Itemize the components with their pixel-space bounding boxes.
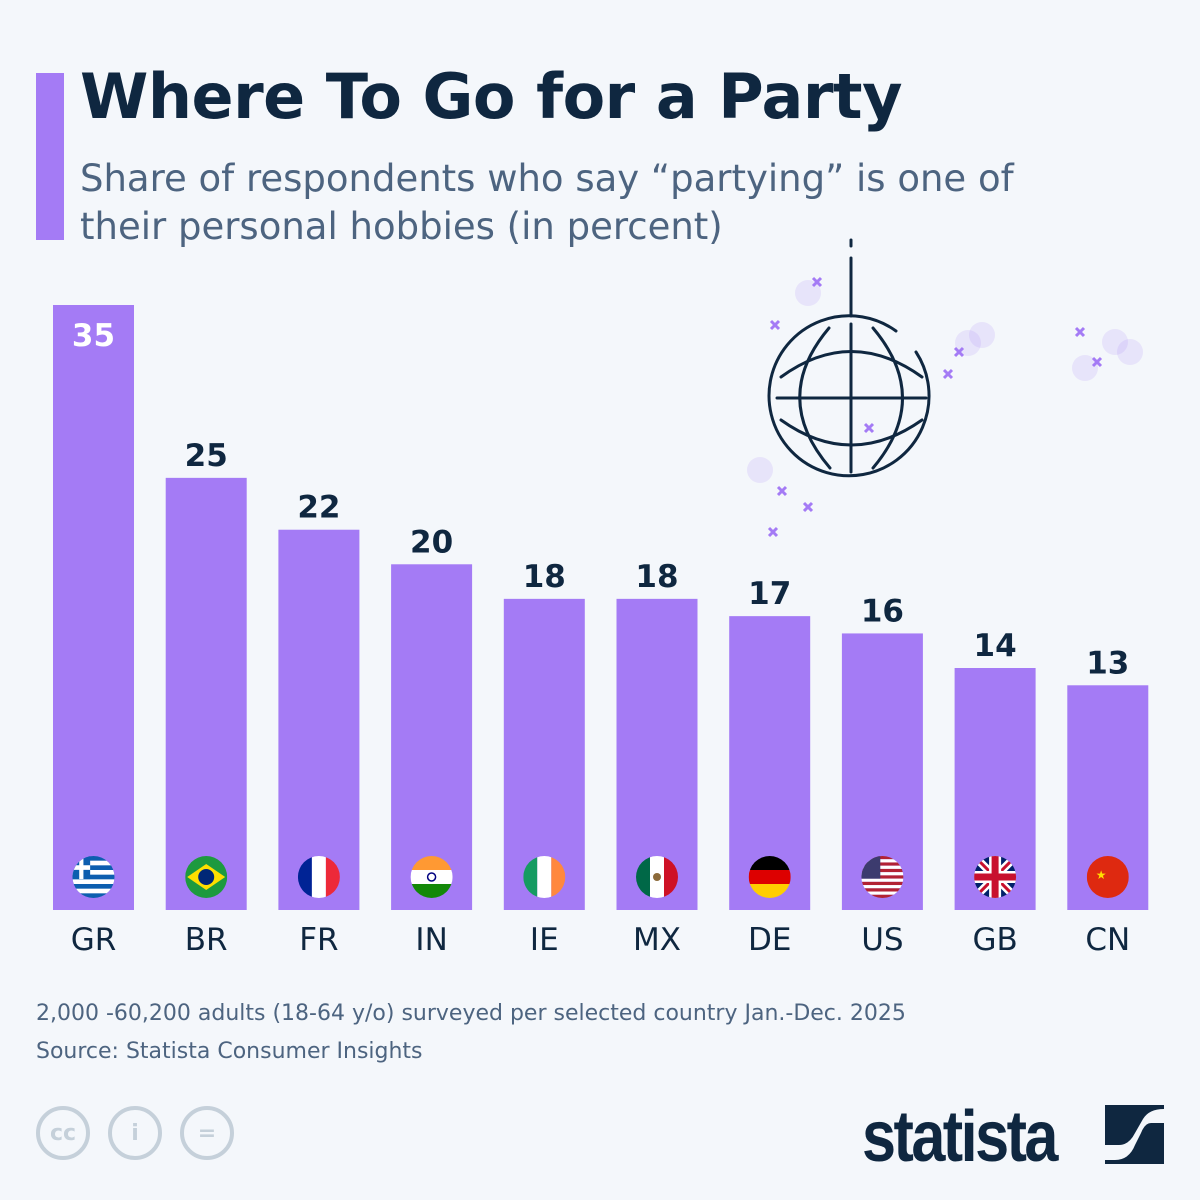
source: Source: Statista Consumer Insights — [36, 1039, 423, 1064]
greece-flag — [72, 856, 115, 898]
sparkle-mark — [776, 485, 788, 497]
sparkle-mark — [1074, 326, 1086, 338]
ireland-flag — [523, 856, 566, 898]
value-label: 13 — [1086, 645, 1129, 681]
category-label: DE — [748, 922, 791, 958]
bar-BR[interactable] — [165, 477, 247, 910]
cc-icon[interactable]: cc — [36, 1106, 90, 1160]
category-label: BR — [185, 922, 228, 958]
svg-text:★: ★ — [1096, 868, 1107, 882]
sparkle-mark — [942, 368, 954, 380]
category-label: FR — [299, 922, 338, 958]
value-label: 18 — [635, 559, 678, 595]
value-label: 16 — [861, 593, 904, 629]
sparkle-mark — [863, 422, 875, 434]
category-label: GR — [71, 922, 117, 958]
value-label: 14 — [974, 628, 1017, 664]
page-title: Where To Go for a Party — [80, 60, 903, 133]
sparkle-mark — [953, 346, 965, 358]
bokeh-circle — [747, 457, 773, 483]
category-label: MX — [633, 922, 681, 958]
sparkle-mark — [811, 276, 823, 288]
france-flag — [297, 856, 340, 898]
category-label: CN — [1085, 922, 1130, 958]
value-label: 22 — [297, 490, 340, 526]
uk-flag — [974, 856, 1017, 898]
china-flag: ★ — [1086, 856, 1129, 898]
bar-chart: 35 GR 25 BR 22 FR 20 IN 18 IE 18 MX 17 DE 16 US 14 GB 13 CN… — [53, 238, 1149, 958]
category-label: US — [861, 922, 903, 958]
accent-bar — [36, 73, 64, 240]
germany-flag — [748, 856, 791, 898]
value-label: 17 — [748, 576, 791, 612]
bar-FR[interactable] — [278, 529, 360, 910]
bar-IN[interactable] — [391, 564, 473, 910]
mexico-flag — [636, 856, 678, 898]
value-label: 20 — [410, 524, 453, 560]
disco-ball-icon — [767, 238, 931, 478]
statista-logo[interactable]: statista — [862, 1097, 1058, 1177]
bokeh-circle — [969, 322, 995, 348]
by-icon[interactable]: i — [108, 1106, 162, 1160]
sparkle-mark — [1091, 356, 1103, 368]
india-flag — [410, 856, 453, 898]
bar-GR[interactable] — [53, 305, 134, 910]
sparkle-mark — [802, 501, 814, 513]
value-label: 35 — [72, 318, 115, 354]
category-label: IE — [530, 922, 559, 958]
brazil-flag — [185, 856, 228, 898]
sparkle-mark — [769, 319, 781, 331]
bokeh-circle — [1102, 329, 1128, 355]
statista-logo-icon — [1105, 1105, 1164, 1164]
sparkle-mark — [767, 526, 779, 538]
subtitle: Share of respondents who say “partying” … — [80, 157, 1014, 248]
bokeh-circle — [1072, 355, 1098, 381]
value-label: 18 — [523, 559, 566, 595]
category-label: GB — [972, 922, 1017, 958]
bokeh-circle — [1117, 339, 1143, 365]
value-label: 25 — [185, 438, 228, 474]
sparkles-decoration — [747, 276, 1143, 538]
nd-icon[interactable]: = — [180, 1106, 234, 1160]
usa-flag — [861, 856, 904, 898]
survey-note: 2,000 -60,200 adults (18-64 y/o) surveye… — [36, 1001, 906, 1026]
category-label: IN — [415, 922, 447, 958]
